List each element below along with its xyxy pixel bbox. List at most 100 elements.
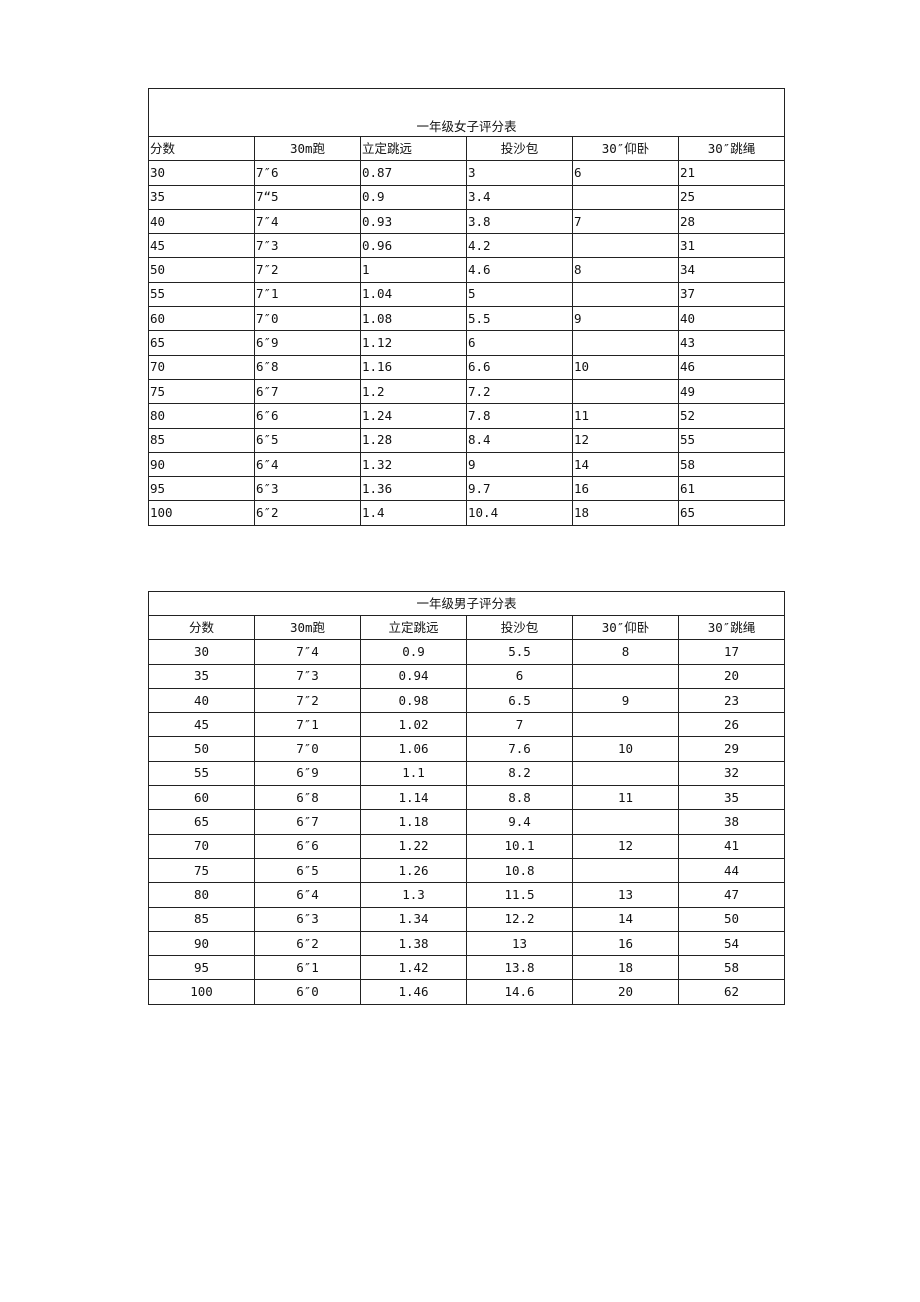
table-cell: 7″1 <box>254 712 361 738</box>
table-cell: 7.8 <box>466 403 573 429</box>
table-cell: 6″8 <box>254 785 361 811</box>
table-cell: 23 <box>678 687 785 714</box>
table-cell: 75 <box>148 378 255 405</box>
table-cell: 6″6 <box>254 403 361 429</box>
table-cell: 6″2 <box>254 500 361 526</box>
table-row: 55 7″1 1.04 5 37 <box>148 281 785 308</box>
table-cell: 45 <box>148 712 255 738</box>
table-cell: 7.2 <box>466 378 573 405</box>
header-row: 分数 30m跑 立定跳远 投沙包 30″仰卧 30″跳绳 <box>148 135 785 162</box>
table-cell: 7 <box>572 208 679 235</box>
table-cell: 7″1 <box>254 281 361 308</box>
header-row: 分数 30m跑 立定跳远 投沙包 30″仰卧 30″跳绳 <box>148 614 785 641</box>
table-cell <box>572 330 679 356</box>
table-cell: 34 <box>678 257 785 283</box>
table-cell: 49 <box>678 378 785 405</box>
table-cell: 1.4 <box>360 500 467 526</box>
table-cell: 40 <box>678 306 785 332</box>
table-cell: 52 <box>678 403 785 429</box>
table-cell: 7“5 <box>254 184 361 210</box>
table-cell: 75 <box>148 857 255 884</box>
table-cell: 6″7 <box>254 809 361 835</box>
table-row: 100 6″2 1.4 10.4 18 65 <box>148 500 785 526</box>
table-row: 70 6″6 1.22 10.1 12 41 <box>148 833 785 859</box>
table-cell: 25 <box>678 184 785 210</box>
table-cell: 65 <box>678 500 785 526</box>
table-cell: 50 <box>148 257 255 283</box>
column-header: 立定跳远 <box>360 614 467 641</box>
table-cell: 50 <box>148 736 255 762</box>
table-cell: 45 <box>148 233 255 259</box>
table-cell: 7″2 <box>254 687 361 714</box>
table-cell: 26 <box>678 712 785 738</box>
table-cell: 60 <box>148 306 255 332</box>
table-cell: 41 <box>678 833 785 859</box>
column-header: 分数 <box>148 614 255 641</box>
table-cell: 6″3 <box>254 906 361 932</box>
table-row: 90 6″4 1.32 9 14 58 <box>148 451 785 478</box>
table-cell: 14 <box>572 906 679 932</box>
table-cell: 14.6 <box>466 979 573 1005</box>
table-row: 65 6″7 1.18 9.4 38 <box>148 809 785 835</box>
table-cell: 43 <box>678 330 785 356</box>
table-cell: 1.32 <box>360 451 467 478</box>
table-cell: 13 <box>572 882 679 908</box>
table-cell: 1.02 <box>360 712 467 738</box>
table-cell <box>572 760 679 787</box>
table-cell: 58 <box>678 955 785 981</box>
table-cell <box>572 184 679 210</box>
table-cell: 6″6 <box>254 833 361 859</box>
table-cell: 0.96 <box>360 233 467 259</box>
table-cell: 44 <box>678 857 785 884</box>
table-cell: 3.4 <box>466 184 573 210</box>
table-cell: 1.14 <box>360 785 467 811</box>
column-header: 分数 <box>148 135 255 162</box>
table-row: 40 7″2 0.98 6.5 9 23 <box>148 687 785 714</box>
table-row: 70 6″8 1.16 6.6 10 46 <box>148 354 785 380</box>
table-cell <box>572 712 679 738</box>
table-cell: 1.12 <box>360 330 467 356</box>
table-cell: 10.4 <box>466 500 573 526</box>
table-cell: 6″1 <box>254 955 361 981</box>
column-header: 投沙包 <box>466 135 573 162</box>
table-cell: 10.1 <box>466 833 573 859</box>
table-cell: 6″7 <box>254 378 361 405</box>
table-cell: 6″3 <box>254 476 361 502</box>
table-cell: 62 <box>678 979 785 1005</box>
table-cell: 1.26 <box>360 857 467 884</box>
column-header: 立定跳远 <box>360 135 467 162</box>
column-header: 30″仰卧 <box>572 135 679 162</box>
table-row: 90 6″2 1.38 13 16 54 <box>148 930 785 957</box>
table-cell: 18 <box>572 500 679 526</box>
table-cell: 3.8 <box>466 208 573 235</box>
table-row: 80 6″4 1.3 11.5 13 47 <box>148 882 785 908</box>
table-cell: 55 <box>148 760 255 787</box>
table-cell: 12 <box>572 833 679 859</box>
table-cell: 8 <box>572 639 679 665</box>
table-cell: 30 <box>148 160 255 186</box>
table-cell: 1.18 <box>360 809 467 835</box>
table-cell: 20 <box>678 663 785 689</box>
table-cell: 6 <box>466 330 573 356</box>
table-row: 60 7″0 1.08 5.5 9 40 <box>148 306 785 332</box>
table-cell: 61 <box>678 476 785 502</box>
table-cell: 8.8 <box>466 785 573 811</box>
table-cell: 7″4 <box>254 639 361 665</box>
table-cell: 1.1 <box>360 760 467 787</box>
table-cell: 21 <box>678 160 785 186</box>
table-cell <box>572 663 679 689</box>
table-row: 30 7″4 0.9 5.5 8 17 <box>148 639 785 665</box>
table-cell: 80 <box>148 882 255 908</box>
table-row: 50 7″2 1 4.6 8 34 <box>148 257 785 283</box>
table-cell: 20 <box>572 979 679 1005</box>
table-row: 95 6″3 1.36 9.7 16 61 <box>148 476 785 502</box>
table-cell: 95 <box>148 955 255 981</box>
table-cell: 65 <box>148 809 255 835</box>
table-cell: 50 <box>678 906 785 932</box>
table-cell: 14 <box>572 451 679 478</box>
table-cell: 31 <box>678 233 785 259</box>
table-cell: 10.8 <box>466 857 573 884</box>
table-cell: 6″5 <box>254 857 361 884</box>
table-cell: 6″5 <box>254 427 361 453</box>
table-cell: 1.2 <box>360 378 467 405</box>
